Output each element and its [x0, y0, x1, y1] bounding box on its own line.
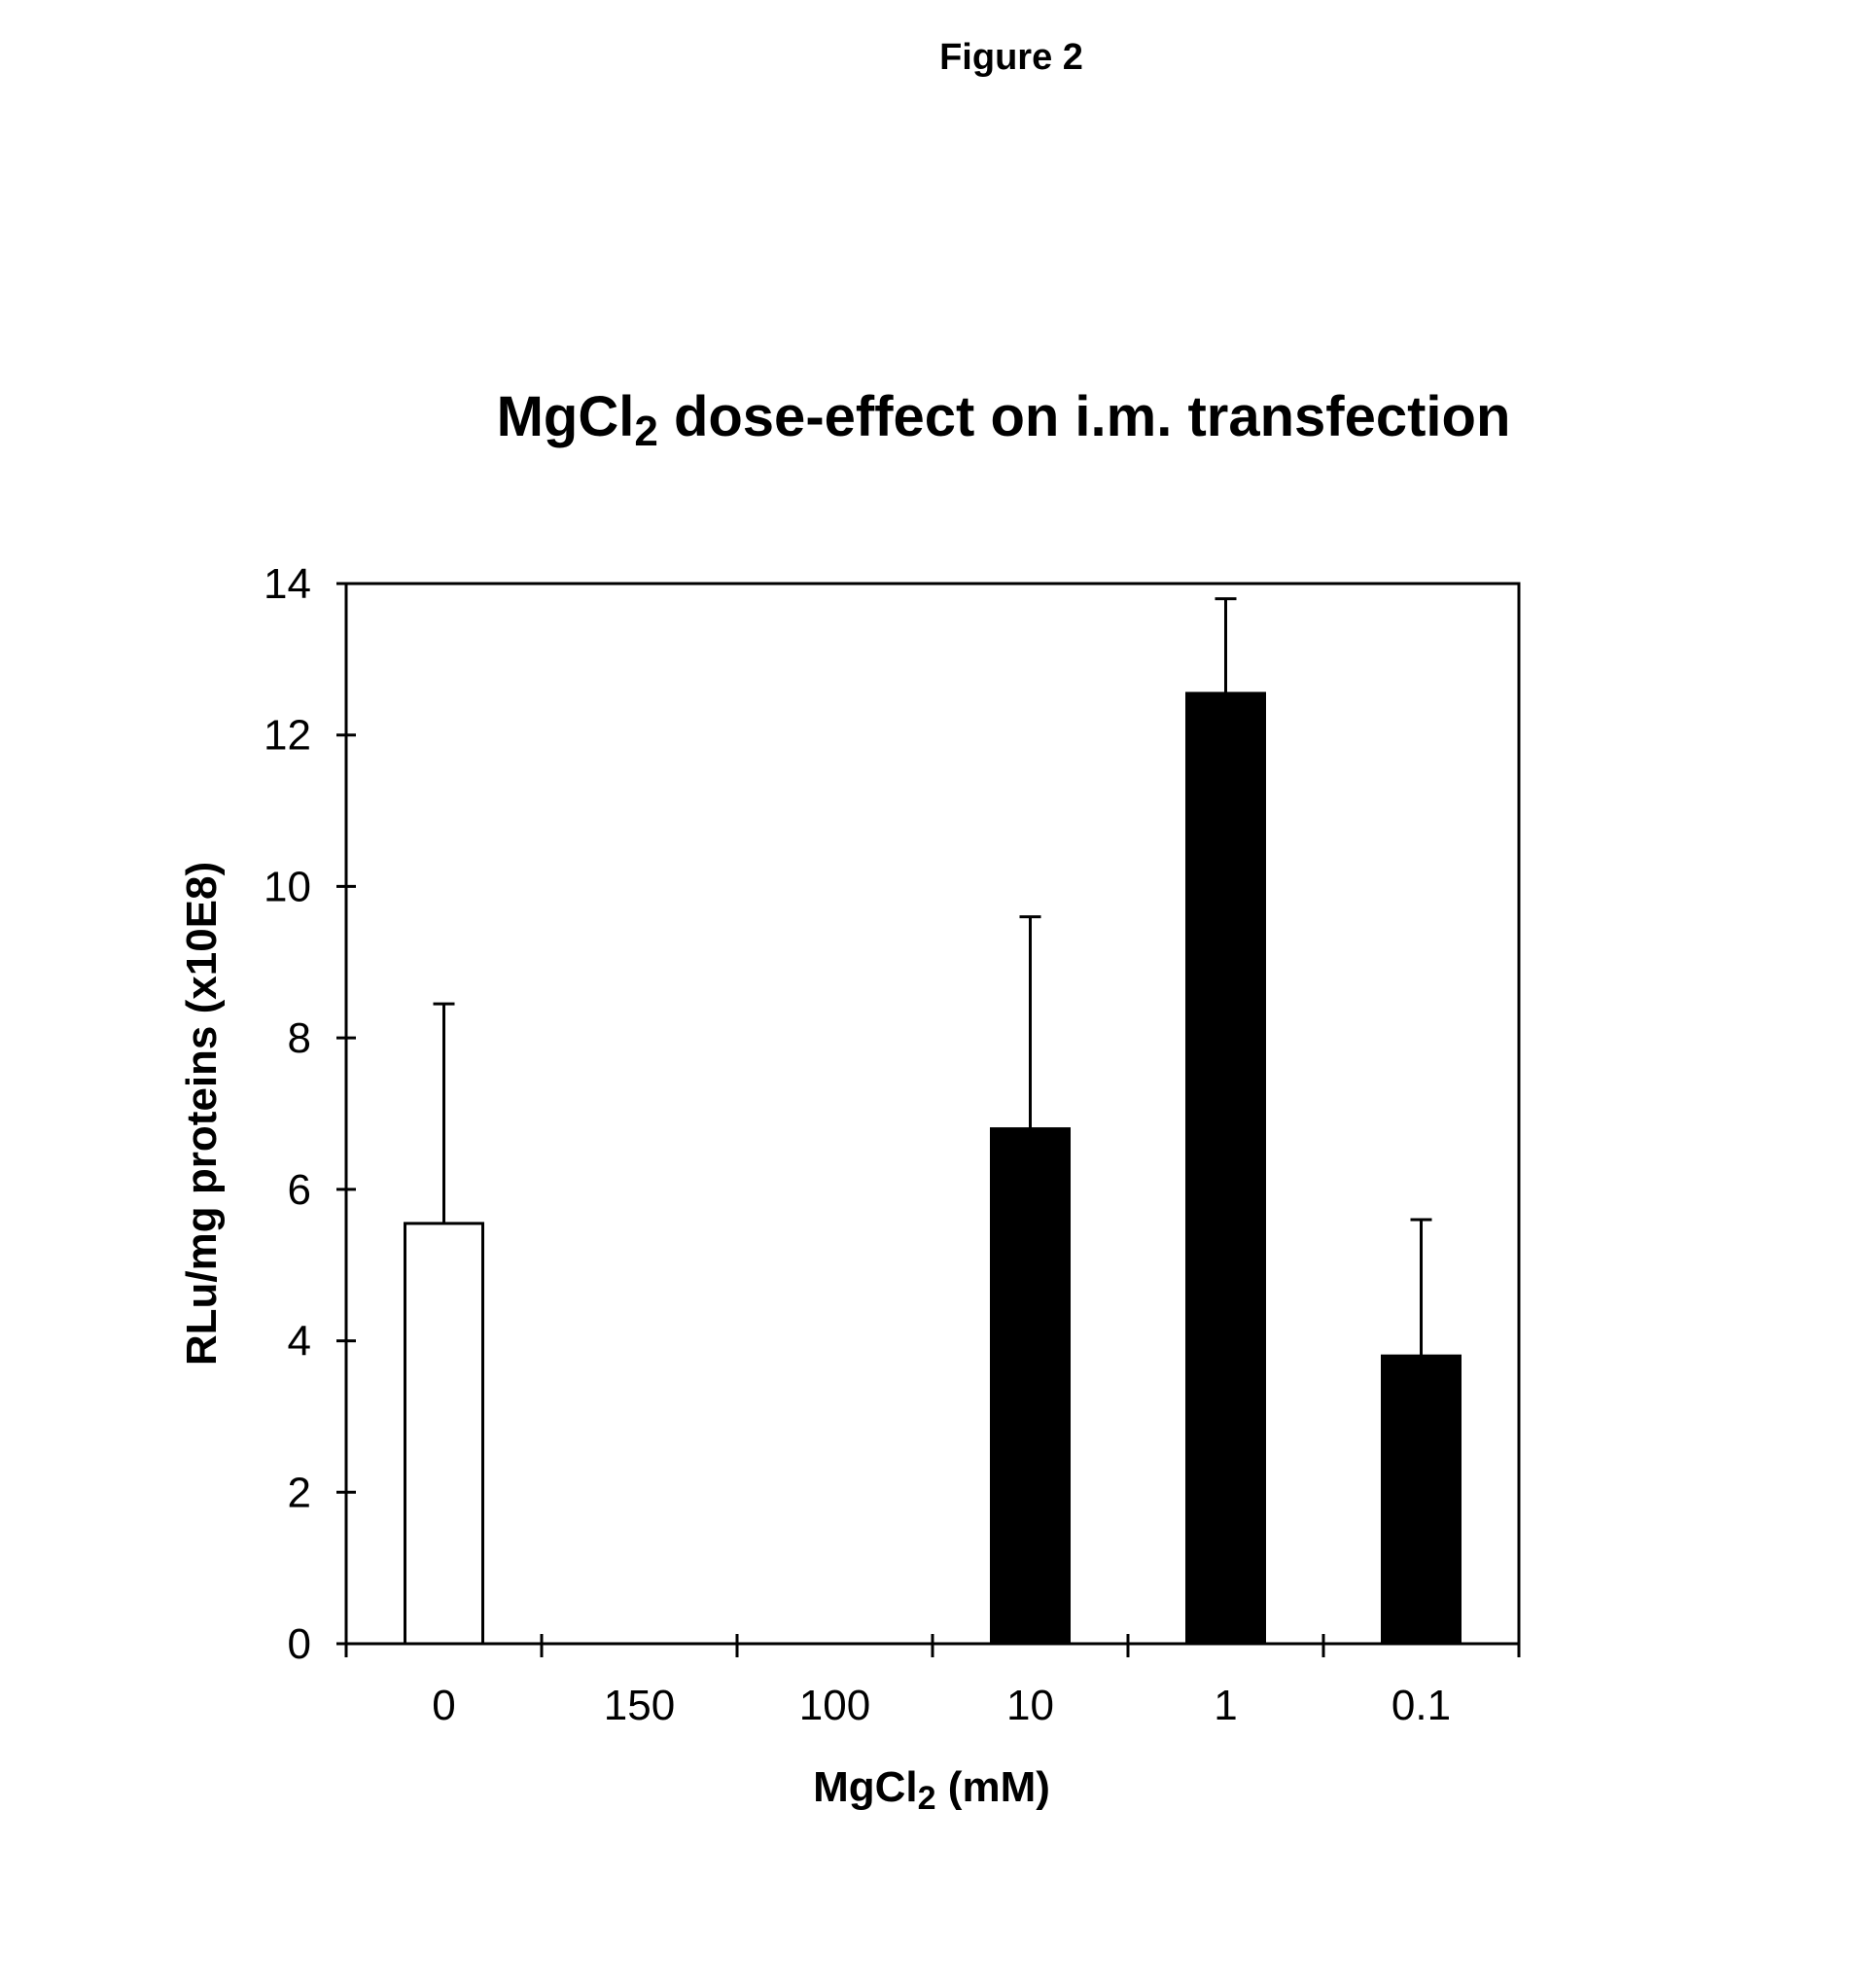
y-tick-label-14: 14	[264, 560, 311, 608]
x-tick-label-10: 10	[1006, 1682, 1054, 1729]
x-axis-label-suffix: (mM)	[936, 1763, 1050, 1811]
bar-0	[405, 1224, 483, 1644]
y-tick-label-4: 4	[288, 1318, 311, 1366]
chart-title: MgCl2 dose-effect on i.m. transfection	[497, 385, 1511, 455]
x-axis-label-prefix: MgCl	[813, 1763, 918, 1811]
chart-title-prefix: MgCl	[497, 385, 635, 448]
error-bars-layer	[434, 599, 1432, 1357]
chart-title-subscript: 2	[634, 408, 657, 455]
y-tick-label-6: 6	[288, 1166, 311, 1214]
x-axis-label: MgCl2 (mM)	[813, 1763, 1050, 1817]
bar-1	[1187, 693, 1265, 1644]
y-tick-label-2: 2	[288, 1469, 311, 1516]
x-tick-label-1: 1	[1214, 1682, 1237, 1729]
x-tick-label-150: 150	[604, 1682, 675, 1729]
y-tick-label-12: 12	[264, 712, 311, 760]
x-axis: 0 150 100 10 1 0.1	[346, 1634, 1519, 1729]
x-tick-label-100: 100	[799, 1682, 870, 1729]
chart-title-suffix: dose-effect on i.m. transfection	[658, 385, 1511, 448]
y-tick-label-8: 8	[288, 1014, 311, 1062]
bar-0.1	[1383, 1356, 1461, 1644]
y-tick-label-10: 10	[264, 863, 311, 910]
bars-layer	[405, 693, 1461, 1644]
y-axis-label: RLu/mg proteins (x10E8)	[178, 862, 226, 1366]
y-tick-label-0: 0	[288, 1620, 311, 1668]
x-tick-label-0.1: 0.1	[1391, 1682, 1451, 1729]
x-axis-label-subscript: 2	[918, 1780, 936, 1817]
bar-10	[992, 1129, 1070, 1644]
x-tick-label-0: 0	[432, 1682, 455, 1729]
y-axis: 0 2 4 6 8 10 12 14	[264, 560, 356, 1668]
plot-area	[346, 584, 1519, 1644]
